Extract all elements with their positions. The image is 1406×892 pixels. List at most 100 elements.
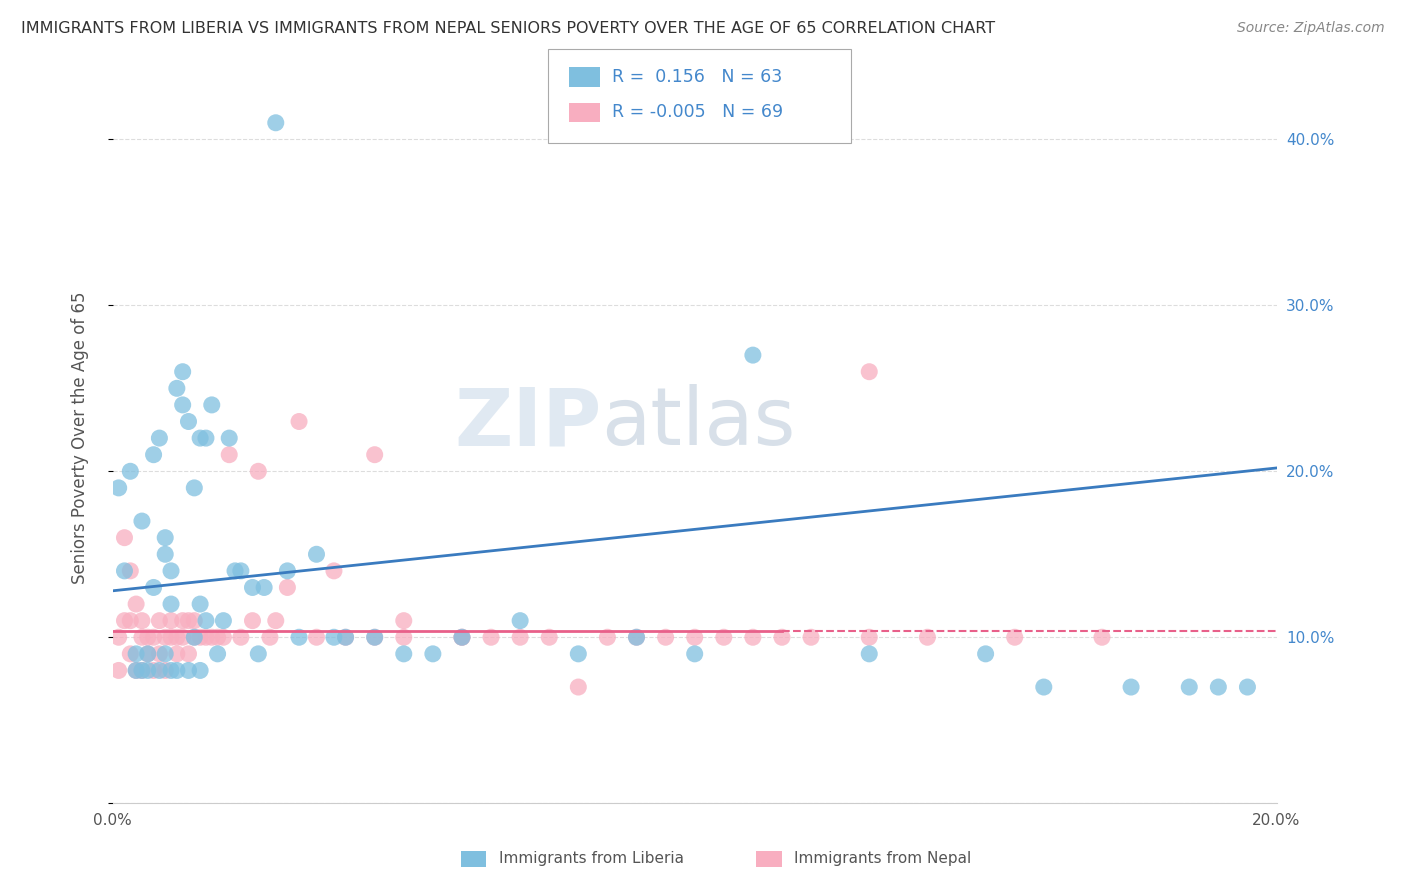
Point bbox=[451, 630, 474, 644]
Point bbox=[148, 664, 170, 678]
Point bbox=[160, 664, 183, 678]
Point bbox=[800, 630, 823, 644]
Point bbox=[107, 481, 129, 495]
Point bbox=[114, 614, 136, 628]
Point bbox=[207, 630, 229, 644]
Point bbox=[218, 448, 240, 462]
Point bbox=[422, 647, 444, 661]
Point bbox=[148, 431, 170, 445]
Point bbox=[177, 614, 200, 628]
Point bbox=[335, 630, 357, 644]
Point bbox=[166, 647, 188, 661]
Point bbox=[242, 614, 264, 628]
Point bbox=[288, 630, 311, 644]
Point bbox=[858, 630, 880, 644]
Point bbox=[626, 630, 648, 644]
Text: Immigrants from Liberia: Immigrants from Liberia bbox=[499, 851, 685, 865]
Point bbox=[136, 647, 159, 661]
Point bbox=[160, 597, 183, 611]
Point bbox=[567, 680, 589, 694]
Point bbox=[858, 647, 880, 661]
Point bbox=[125, 647, 148, 661]
Point bbox=[335, 630, 357, 644]
Point bbox=[188, 630, 211, 644]
Point bbox=[131, 514, 153, 528]
Text: R = -0.005   N = 69: R = -0.005 N = 69 bbox=[612, 103, 783, 121]
Point bbox=[1091, 630, 1114, 644]
Point bbox=[142, 630, 165, 644]
Point bbox=[183, 614, 205, 628]
Point bbox=[201, 398, 224, 412]
Point bbox=[683, 630, 706, 644]
Point bbox=[172, 630, 194, 644]
Point bbox=[229, 564, 252, 578]
Point bbox=[120, 647, 142, 661]
Point bbox=[114, 564, 136, 578]
Point bbox=[276, 564, 298, 578]
Point bbox=[107, 664, 129, 678]
Point bbox=[741, 348, 763, 362]
Point bbox=[136, 647, 159, 661]
Point bbox=[183, 481, 205, 495]
Point bbox=[713, 630, 735, 644]
Point bbox=[160, 564, 183, 578]
Point bbox=[201, 630, 224, 644]
Point bbox=[131, 664, 153, 678]
Point bbox=[683, 647, 706, 661]
Point bbox=[131, 630, 153, 644]
Text: Source: ZipAtlas.com: Source: ZipAtlas.com bbox=[1237, 21, 1385, 35]
Point bbox=[183, 630, 205, 644]
Point bbox=[166, 381, 188, 395]
Y-axis label: Seniors Poverty Over the Age of 65: Seniors Poverty Over the Age of 65 bbox=[72, 292, 89, 584]
Point bbox=[974, 647, 997, 661]
Point bbox=[363, 630, 385, 644]
Point bbox=[166, 664, 188, 678]
Text: ZIP: ZIP bbox=[454, 384, 602, 462]
Point bbox=[218, 431, 240, 445]
Point bbox=[155, 630, 177, 644]
Point bbox=[172, 365, 194, 379]
Point bbox=[479, 630, 502, 644]
Point bbox=[596, 630, 619, 644]
Point bbox=[148, 614, 170, 628]
Point bbox=[142, 448, 165, 462]
Point bbox=[194, 431, 217, 445]
Point bbox=[917, 630, 939, 644]
Point bbox=[125, 664, 148, 678]
Text: Immigrants from Nepal: Immigrants from Nepal bbox=[794, 851, 972, 865]
Point bbox=[160, 630, 183, 644]
Point bbox=[131, 614, 153, 628]
Point bbox=[253, 581, 276, 595]
Point bbox=[188, 664, 211, 678]
Point bbox=[305, 547, 328, 561]
Point bbox=[188, 597, 211, 611]
Point bbox=[451, 630, 474, 644]
Point bbox=[509, 614, 531, 628]
Point bbox=[120, 464, 142, 478]
Point bbox=[142, 581, 165, 595]
Point bbox=[136, 630, 159, 644]
Point bbox=[392, 647, 415, 661]
Text: R =  0.156   N = 63: R = 0.156 N = 63 bbox=[612, 68, 782, 86]
Point bbox=[1032, 680, 1054, 694]
Point bbox=[194, 614, 217, 628]
Point bbox=[451, 630, 474, 644]
Point bbox=[1236, 680, 1258, 694]
Point bbox=[247, 647, 270, 661]
Point bbox=[125, 664, 148, 678]
Point bbox=[323, 630, 346, 644]
Point bbox=[288, 415, 311, 429]
Point bbox=[166, 630, 188, 644]
Point bbox=[172, 398, 194, 412]
Point bbox=[392, 630, 415, 644]
Point bbox=[142, 664, 165, 678]
Point bbox=[392, 614, 415, 628]
Point bbox=[1119, 680, 1142, 694]
Point bbox=[177, 664, 200, 678]
Point bbox=[224, 564, 246, 578]
Point bbox=[155, 647, 177, 661]
Point bbox=[770, 630, 793, 644]
Point bbox=[276, 581, 298, 595]
Point bbox=[125, 597, 148, 611]
Point bbox=[120, 564, 142, 578]
